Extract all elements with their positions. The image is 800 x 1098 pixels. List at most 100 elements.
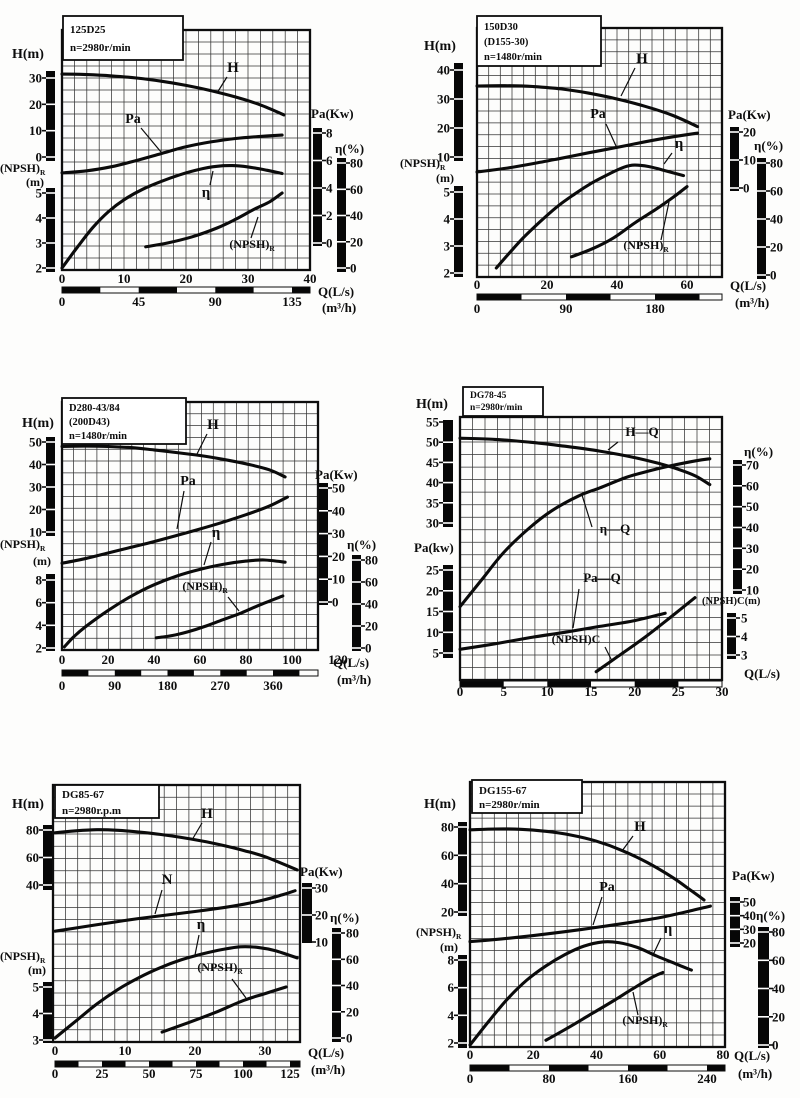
y-axis-Pa-tick-label: 10 — [426, 625, 439, 640]
svg-text:η: η — [212, 525, 221, 541]
x2-axis-tick-label: 0 — [52, 1066, 59, 1081]
x2-axis-tick-label: 125 — [280, 1066, 300, 1081]
y-axis-NPSH-title: (m) — [28, 963, 46, 977]
y-axis-Pa-tick-label: 6 — [326, 153, 333, 168]
y-axis-eta-tick-label: 80 — [350, 156, 363, 171]
chart-title-line: n=2980r/min — [70, 42, 131, 54]
flow-scale-ruler — [476, 293, 723, 301]
y-axis-Pa-tick-label: 5 — [433, 646, 440, 661]
y-axis-NPSH: 8 6 4 2 (NPSH)R(m) — [0, 537, 55, 656]
y-axis-H-tick-label: 80 — [441, 820, 454, 835]
x2-axis-tick-label: 160 — [618, 1071, 638, 1086]
series-N-curve — [53, 889, 297, 933]
chart-title-line: 125D25 — [70, 24, 106, 36]
grid — [469, 781, 726, 1048]
y-axis-NPSH-title: (NPSH)R — [0, 537, 46, 553]
y-axis-eta-tick-label: 40 — [770, 212, 783, 227]
y-axis-NPSH-tick-label: 2 — [448, 1036, 455, 1051]
y-axis-eta-tick-label: 60 — [365, 575, 378, 590]
x-axis-tick-label: 40 — [590, 1047, 603, 1062]
y-axis-H-tick-label: 10 — [29, 123, 42, 138]
x-axis-title: Q(L/s) — [308, 1045, 344, 1060]
flow-scale-ruler — [469, 1064, 726, 1072]
series-label-H: H — [191, 806, 213, 841]
y-axis-H-tick-label: 40 — [437, 63, 450, 78]
svg-text:Pa—Q: Pa—Q — [583, 570, 621, 585]
chart-panel-150D30: 40 30 20 10 H(m) 5 4 3 2 (NPSH)R (m) 20 10 0 Pa(Kw) 80 6… — [400, 0, 800, 341]
y-axis-NPSHC-tick-label: 4 — [741, 629, 748, 644]
y-axis-H-tick-label: 10 — [29, 525, 42, 540]
y-axis-H-tick-label: 40 — [441, 876, 454, 891]
y-axis-NPSH-title: (NPSH)R — [0, 949, 46, 965]
y-axis-H-tick-label: 20 — [441, 905, 454, 920]
y-axis-H-tick-label: 80 — [26, 823, 39, 838]
x2-axis-tick-label: 360 — [263, 678, 283, 693]
x-axis-tick-label: 0 — [59, 652, 66, 667]
y-axis-H-tick-label: 20 — [437, 121, 450, 136]
chart-panel-DG155-67: 80 60 40 20 H(m) 8 6 4 2 (NPSH)R (m) 50 40 30 20 Pa(Kw)… — [400, 770, 800, 1098]
x2-axis-tick-label: 135 — [282, 294, 302, 309]
svg-text:Pa: Pa — [599, 880, 615, 895]
y-axis-NPSH: 8 6 4 2 (NPSH)R(m) — [416, 925, 467, 1051]
x2-axis-tick-label: 90 — [209, 294, 222, 309]
pump-performance-chart: 806040H(m)543(NPSH)R(m)302010Pa(Kw)80604… — [0, 783, 359, 1081]
svg-text:H: H — [207, 417, 219, 433]
y-axis-eta-tick-label: 80 — [346, 926, 359, 941]
chart-panel-125D25: 30 20 10 0 H(m) 5 4 3 2 (NPSH)R (m) 8 6 4 2 0 Pa(Kw) 80 60… — [0, 0, 400, 341]
x-axis-tick-label: 0 — [467, 1047, 474, 1062]
pump-performance-chart: 40302010H(m)5432(NPSH)R(m)20100Pa(Kw)806… — [400, 15, 783, 316]
y-axis-NPSH-tick-label: 5 — [36, 186, 43, 201]
x2-axis: 0 25 50 75 100 125 (m³/h) — [52, 1062, 345, 1081]
x2-axis-tick-label: 75 — [190, 1066, 204, 1081]
y-axis-eta-title: η(%) — [744, 444, 773, 459]
x-axis-tick-label: 40 — [148, 652, 161, 667]
y-axis-eta-tick-label: 20 — [746, 562, 759, 577]
x-axis-tick-label: 80 — [240, 652, 253, 667]
y-axis-NPSH-tick-label: 6 — [36, 595, 43, 610]
y-axis-H-tick-label: 30 — [29, 480, 42, 495]
y-axis-NPSH: 5 4 3 2 (NPSH)R(m) — [0, 161, 55, 276]
series-eta-curve — [62, 558, 287, 649]
y-axis-Pa-tick-label: 40 — [332, 503, 345, 518]
series-label-NPSH: (NPSH)R — [622, 991, 668, 1029]
y-axis-eta-tick-label: 20 — [365, 619, 378, 634]
x2-axis: 0 80 160 240 (m³/h) — [467, 1066, 772, 1086]
x2-axis-tick-label: 180 — [645, 301, 665, 316]
y-axis-NPSH-tick-label: 3 — [33, 1033, 40, 1048]
series-Pa-curve — [458, 611, 667, 651]
y-axis-eta-tick-label: 0 — [770, 268, 777, 283]
chart-title-line: n=1480r/min — [69, 431, 127, 442]
y-axis-H-tick-label: 40 — [426, 475, 439, 490]
y-axis-NPSH-title: (m) — [440, 940, 458, 954]
y-axis-NPSH-tick-label: 4 — [448, 1008, 455, 1023]
y-axis-eta-tick-label: 0 — [346, 1031, 353, 1046]
y-axis-Pa-title: Pa(Kw) — [300, 864, 343, 879]
svg-text:(NPSH)R: (NPSH)R — [229, 237, 275, 253]
x2-axis-tick-label: 90 — [560, 301, 573, 316]
y-axis-H: 80 60 40 H(m) — [12, 797, 52, 893]
y-axis-NPSHC-title: (NPSH)C(m) — [702, 596, 761, 607]
x-axis-tick-label: 20 — [628, 684, 641, 699]
svg-text:η: η — [675, 136, 684, 152]
series-Pa-curve — [475, 131, 700, 174]
x-axis-tick-label: 30 — [242, 271, 255, 286]
x-axis-tick-label: 60 — [653, 1047, 666, 1062]
y-axis-eta-tick-label: 20 — [350, 234, 363, 249]
y-axis-Pa-tick-label: 2 — [326, 208, 333, 223]
y-axis-Pa-tick-label: 50 — [332, 481, 345, 496]
series-label-NPSHC: (NPSH)C — [552, 632, 613, 662]
series-H-curve — [53, 828, 299, 872]
y-axis-H-tick-label: 30 — [426, 516, 439, 531]
y-axis-H: 40 30 20 10 H(m) — [424, 39, 463, 165]
chart-title-box: DG85-67 n=2980r.p.m — [54, 784, 160, 819]
y-axis-NPSHC-tick-label: 5 — [741, 611, 748, 626]
y-axis-eta-tick-label: 0 — [350, 261, 357, 276]
x2-axis: 0 90 180 (m³/h) — [474, 295, 769, 316]
y-axis-Pa: 30 20 10 Pa(Kw) — [300, 864, 343, 950]
chart-title-line: DG85-67 — [62, 789, 105, 801]
y-axis-H-title: H(m) — [424, 797, 456, 812]
x-axis-tick-label: 20 — [102, 652, 115, 667]
y-axis-H-tick-label: 0 — [36, 150, 43, 165]
series-label-NPSH: (NPSH)R — [182, 579, 240, 612]
